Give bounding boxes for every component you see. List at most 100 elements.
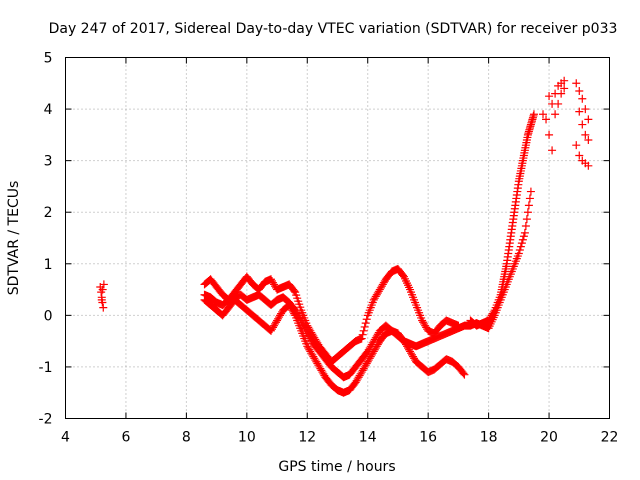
data-point xyxy=(560,84,569,93)
data-point xyxy=(378,280,387,289)
data-point xyxy=(305,332,314,341)
y-tick-label: -2 xyxy=(39,412,53,428)
data-point xyxy=(304,331,313,340)
data-point xyxy=(307,336,316,345)
x-tick-label: 18 xyxy=(480,430,498,446)
data-point xyxy=(420,319,429,328)
data-point xyxy=(358,366,367,375)
data-point xyxy=(290,286,299,295)
data-point xyxy=(270,321,279,330)
grid xyxy=(65,57,610,419)
data-point xyxy=(545,92,554,101)
x-axis-label: GPS time / hours xyxy=(278,459,395,475)
data-point xyxy=(376,283,385,292)
data-point xyxy=(372,290,381,299)
data-point xyxy=(526,187,535,196)
data-point xyxy=(367,350,376,359)
data-point xyxy=(366,342,375,351)
data-point xyxy=(584,115,593,124)
data-point xyxy=(489,307,498,316)
data-point xyxy=(370,335,379,344)
data-point xyxy=(551,110,560,119)
data-point xyxy=(364,345,373,354)
data-point xyxy=(548,146,557,155)
data-point xyxy=(269,278,278,287)
data-point xyxy=(307,349,316,358)
data-point xyxy=(368,338,377,347)
data-point xyxy=(362,315,371,324)
x-tick-label: 14 xyxy=(359,430,377,446)
data-point xyxy=(97,295,106,304)
data-point xyxy=(361,319,370,328)
data-point xyxy=(365,354,374,363)
data-point xyxy=(271,319,280,328)
data-point xyxy=(352,376,361,385)
x-tick-label: 20 xyxy=(540,430,558,446)
data-point xyxy=(367,340,376,349)
data-point xyxy=(551,89,560,98)
data-point xyxy=(311,356,320,365)
data-point xyxy=(575,87,584,96)
data-point xyxy=(364,356,373,365)
data-point xyxy=(99,280,108,289)
x-tick-label: 6 xyxy=(121,430,130,446)
data-point xyxy=(374,287,383,296)
data-point xyxy=(313,359,322,368)
data-point xyxy=(575,107,584,116)
data-point xyxy=(270,280,279,289)
data-point xyxy=(312,357,321,366)
data-point xyxy=(488,309,497,318)
series-early-segment xyxy=(96,280,108,312)
data-point xyxy=(305,345,314,354)
data-point xyxy=(354,373,363,382)
data-point xyxy=(351,378,360,387)
data-point xyxy=(362,359,371,368)
data-point xyxy=(316,364,325,373)
data-point xyxy=(359,364,368,373)
x-tick-label: 8 xyxy=(182,430,191,446)
data-point xyxy=(584,161,593,170)
data-point xyxy=(304,344,313,353)
data-point xyxy=(360,322,369,331)
data-point xyxy=(377,282,386,291)
data-point xyxy=(514,249,523,258)
plot-frame xyxy=(65,57,610,419)
data-point xyxy=(523,208,532,217)
series-trace-c xyxy=(200,187,535,382)
data-point xyxy=(408,350,417,359)
data-point xyxy=(418,316,427,325)
data-point xyxy=(294,311,303,320)
y-axis-label: SDTVAR / TECUs xyxy=(6,181,22,296)
data-point xyxy=(522,215,531,224)
data-point xyxy=(363,357,372,366)
y-tick-label: 1 xyxy=(44,257,53,273)
data-point xyxy=(375,285,384,294)
y-tick-label: 4 xyxy=(44,102,53,118)
data-point xyxy=(303,342,312,351)
data-point xyxy=(370,294,379,303)
x-tick-label: 12 xyxy=(298,430,316,446)
data-point xyxy=(575,151,584,160)
data-point xyxy=(274,314,283,323)
data-point xyxy=(275,313,284,322)
x-tick-labels: 4 6 8 10 12 14 16 18 20 22 xyxy=(61,430,618,446)
data-point xyxy=(360,362,369,371)
data-point xyxy=(353,374,362,383)
axis-ticks xyxy=(65,57,610,419)
data-point xyxy=(529,110,538,119)
data-point xyxy=(518,235,527,244)
series-trace-a xyxy=(200,264,463,366)
data-point xyxy=(303,329,312,338)
data-point xyxy=(293,309,302,318)
data-point xyxy=(308,350,317,359)
data-point xyxy=(306,347,315,356)
data-point xyxy=(359,326,368,335)
data-point xyxy=(310,354,319,363)
x-tick-label: 4 xyxy=(61,430,70,446)
data-point xyxy=(485,314,494,323)
data-point xyxy=(459,369,468,378)
y-tick-label: 5 xyxy=(44,51,53,67)
data-point xyxy=(486,313,495,322)
data-point xyxy=(548,99,557,108)
